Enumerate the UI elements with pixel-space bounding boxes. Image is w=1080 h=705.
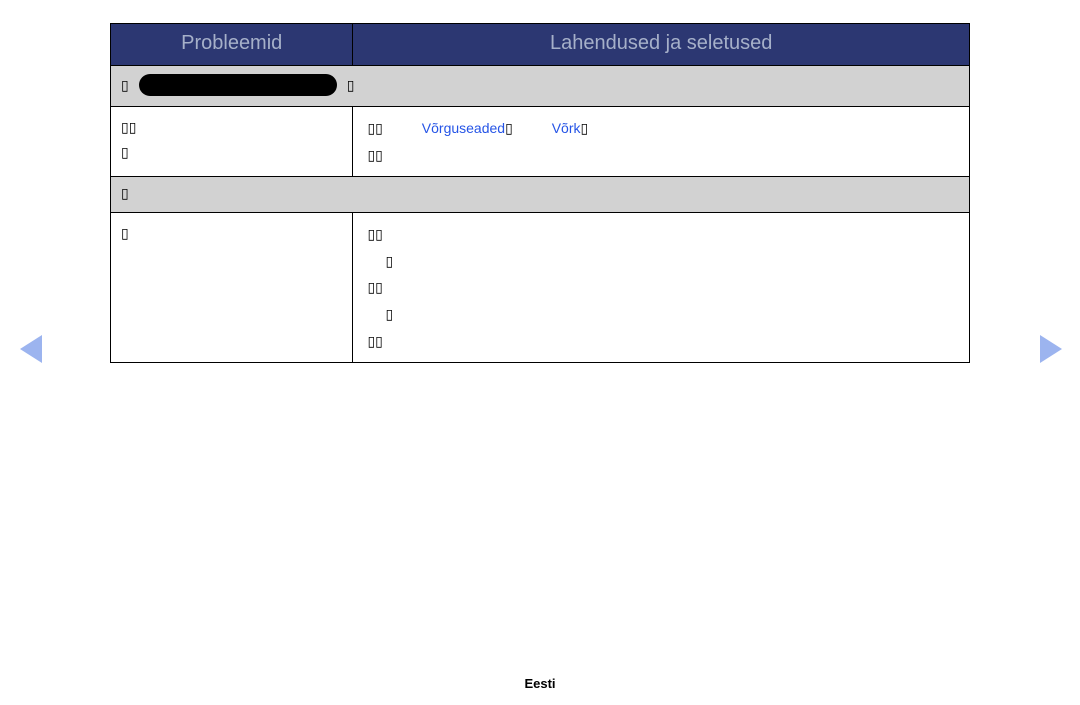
- sol2-l1-sub: ▯: [367, 248, 959, 275]
- next-arrow-icon[interactable]: [1040, 335, 1062, 363]
- header-problems: Probleemid: [111, 24, 353, 65]
- prev-arrow-icon[interactable]: [20, 335, 42, 363]
- section1-prefix: ▯: [121, 77, 129, 94]
- sol1-prefix: ▯▯: [367, 120, 382, 136]
- solution-cell-2: ▯▯ ▯ ▯▯ ▯ ▯▯: [353, 213, 969, 362]
- redacted-pill: [139, 74, 337, 96]
- sol2-l3: ▯▯: [367, 328, 959, 355]
- sol1-line2: ▯▯: [367, 142, 959, 169]
- header-solutions: Lahendused ja seletused: [353, 24, 969, 65]
- table-row: ▯ ▯▯ ▯ ▯▯ ▯ ▯▯: [111, 212, 969, 362]
- section2-text: ▯: [121, 185, 129, 202]
- sol2-l2-sub: ▯: [367, 301, 959, 328]
- problem-cell-2: ▯: [111, 213, 353, 362]
- footer-language: Eesti: [0, 676, 1080, 691]
- table-row: ▯▯ ▯ ▯▯ Võrguseaded▯ Võrk▯ ▯▯: [111, 106, 969, 176]
- section1-suffix: ▯: [347, 77, 355, 94]
- table-header-row: Probleemid Lahendused ja seletused: [111, 24, 969, 65]
- sol1-suffix: ▯: [581, 120, 589, 136]
- sol2-l1: ▯▯: [367, 221, 959, 248]
- problem-cell-1: ▯▯ ▯: [111, 107, 353, 176]
- link-network[interactable]: Võrk: [552, 120, 581, 136]
- sol2-l2: ▯▯: [367, 274, 959, 301]
- problem1-line2: ▯: [121, 140, 342, 165]
- link-network-settings[interactable]: Võrguseaded: [422, 120, 505, 136]
- page: Probleemid Lahendused ja seletused ▯ ▯ ▯…: [0, 0, 1080, 705]
- section-band-1: ▯ ▯: [111, 65, 969, 106]
- troubleshooting-table: Probleemid Lahendused ja seletused ▯ ▯ ▯…: [110, 23, 970, 363]
- problem2: ▯: [121, 225, 129, 241]
- problem1-line1: ▯▯: [121, 115, 342, 140]
- sol1-mid: ▯: [505, 120, 513, 136]
- solution-cell-1: ▯▯ Võrguseaded▯ Võrk▯ ▯▯: [353, 107, 969, 176]
- section-band-2: ▯: [111, 176, 969, 212]
